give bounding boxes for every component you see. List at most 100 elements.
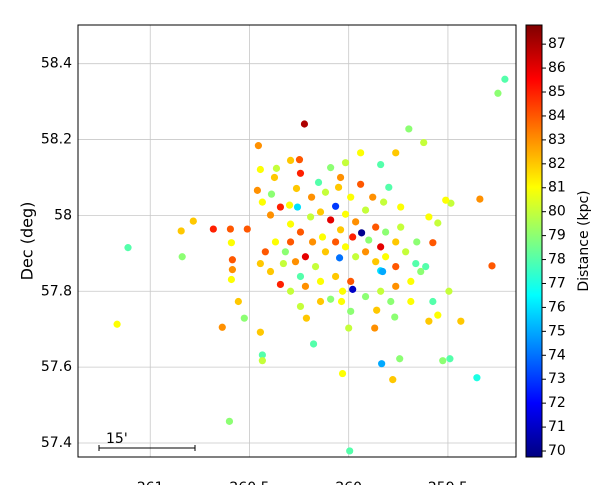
- star-point: [347, 277, 355, 285]
- star-point: [382, 253, 390, 261]
- star-point: [258, 351, 266, 359]
- star-point: [407, 297, 415, 306]
- star-point: [285, 201, 294, 209]
- star-point: [372, 223, 380, 231]
- star-point: [352, 253, 360, 261]
- star-point: [271, 238, 280, 246]
- star-point: [338, 287, 347, 295]
- colorbar-tick-label: 78: [548, 252, 566, 268]
- star-point: [338, 369, 347, 378]
- grid: [78, 25, 516, 457]
- star-point: [361, 292, 370, 301]
- star-point: [501, 75, 509, 83]
- star-point: [457, 317, 465, 325]
- x-tick-label: 260: [335, 480, 362, 485]
- star-point: [377, 243, 385, 251]
- star-point: [434, 311, 442, 319]
- star-point: [373, 306, 381, 314]
- star-point: [243, 225, 251, 233]
- star-point: [347, 307, 355, 315]
- star-point: [281, 248, 289, 256]
- star-point: [228, 266, 237, 274]
- star-point: [293, 203, 302, 211]
- colorbar-tick-label: 82: [548, 156, 566, 172]
- star-point: [379, 267, 387, 276]
- star-point: [227, 275, 236, 284]
- star-point: [276, 280, 285, 289]
- colorbar-tick-label: 87: [548, 36, 566, 52]
- star-point: [332, 238, 340, 246]
- star-point: [218, 323, 226, 331]
- star-point: [442, 196, 450, 204]
- star-point: [334, 183, 343, 191]
- star-point: [369, 193, 377, 201]
- star-point: [434, 219, 442, 227]
- y-tick-label: 58.4: [41, 56, 72, 72]
- star-point: [261, 248, 269, 256]
- star-point: [291, 258, 300, 266]
- star-point: [402, 248, 410, 256]
- y-tick-label: 58.2: [41, 132, 72, 148]
- star-point: [307, 193, 316, 201]
- y-axis-label: Dec (deg): [18, 202, 37, 281]
- x-tick-label: 259.5: [428, 480, 468, 485]
- star-point: [425, 213, 433, 221]
- star-point: [397, 223, 405, 231]
- star-point: [349, 285, 357, 293]
- colorbar-tick-label: 81: [548, 180, 566, 196]
- star-point: [391, 313, 399, 321]
- star-point: [253, 186, 262, 194]
- colorbar-tick-label: 77: [548, 275, 566, 291]
- star-point: [392, 263, 400, 271]
- y-tick-label: 57.4: [41, 435, 72, 451]
- star-point: [405, 125, 413, 133]
- star-point: [314, 178, 323, 187]
- star-point: [337, 297, 346, 306]
- star-point: [309, 340, 318, 348]
- star-point: [377, 160, 385, 169]
- colorbar-tick-label: 85: [548, 84, 566, 100]
- star-point: [286, 156, 295, 165]
- star-point: [300, 120, 309, 128]
- colorbar-tick-label: 72: [548, 395, 566, 411]
- star-point: [286, 287, 295, 295]
- star-point: [256, 165, 264, 174]
- star-point: [256, 328, 264, 336]
- colorbar-tick-label: 84: [548, 108, 566, 124]
- star-point: [296, 272, 305, 281]
- star-point: [336, 226, 345, 234]
- star-point: [382, 228, 390, 236]
- star-point: [177, 227, 185, 235]
- x-tick-label: 260.5: [229, 480, 269, 485]
- star-point: [488, 262, 496, 270]
- star-point: [341, 210, 350, 218]
- star-point: [392, 282, 400, 290]
- star-point: [321, 248, 330, 256]
- star-point: [308, 238, 317, 246]
- x-tick-label: 261: [137, 480, 164, 485]
- star-point: [365, 236, 373, 244]
- star-point: [357, 149, 365, 157]
- star-point: [318, 233, 327, 241]
- star-point: [267, 190, 276, 198]
- star-point: [357, 229, 366, 237]
- star-point: [396, 355, 404, 363]
- star-point: [336, 173, 345, 182]
- star-point: [234, 297, 242, 306]
- star-point: [429, 239, 437, 247]
- star-point: [347, 193, 355, 201]
- star-point: [371, 324, 379, 332]
- star-point: [349, 233, 357, 241]
- colorbar-tick-label: 71: [548, 419, 566, 435]
- star-point: [385, 183, 393, 191]
- star-point: [279, 259, 288, 268]
- star-point: [420, 138, 428, 147]
- star-point: [228, 256, 237, 264]
- star-point: [240, 314, 248, 322]
- star-point: [346, 447, 354, 455]
- star-point: [380, 198, 388, 206]
- star-point: [209, 225, 217, 233]
- star-point: [387, 297, 395, 306]
